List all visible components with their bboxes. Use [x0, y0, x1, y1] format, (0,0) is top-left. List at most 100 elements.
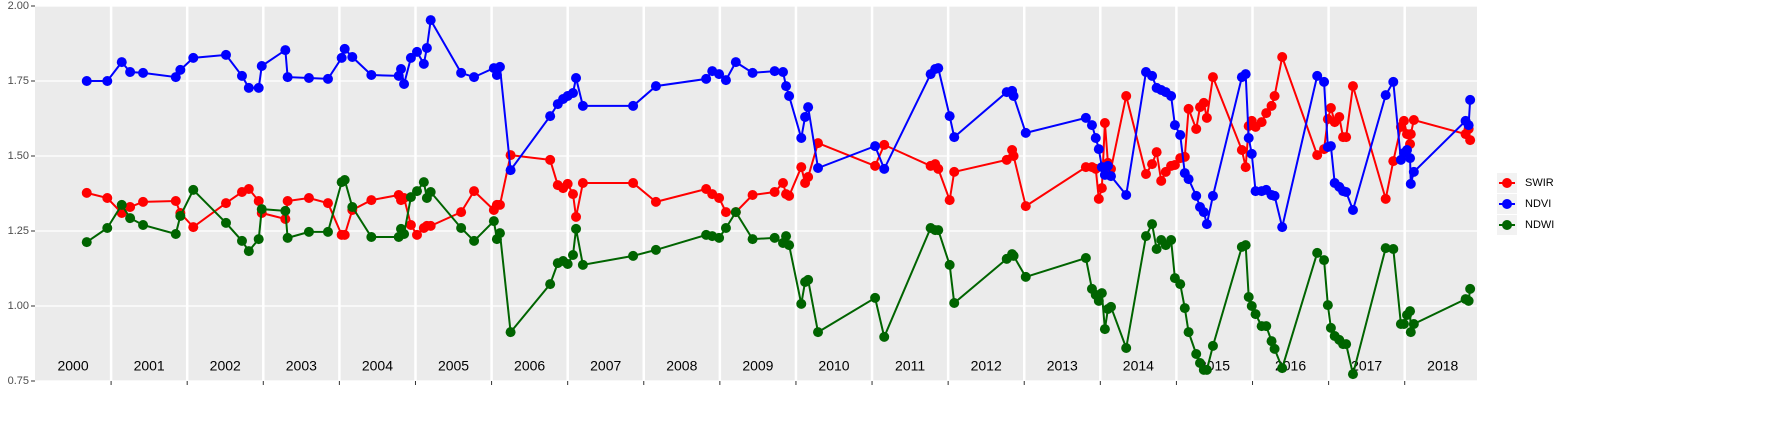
data-point	[256, 204, 267, 215]
data-point	[1405, 178, 1416, 189]
y-tick-label: 1.00	[8, 300, 29, 312]
legend-marker	[1502, 220, 1512, 230]
data-point	[571, 223, 582, 234]
data-point	[879, 331, 890, 342]
data-point	[1151, 147, 1162, 158]
data-point	[1269, 190, 1280, 201]
data-point	[1465, 283, 1476, 294]
data-point	[1121, 91, 1132, 101]
data-point	[491, 70, 502, 80]
data-point	[1398, 319, 1409, 329]
data-point	[1334, 112, 1345, 122]
data-point	[1408, 115, 1419, 125]
data-point	[494, 61, 505, 72]
data-point	[1325, 322, 1336, 333]
data-point	[1093, 193, 1104, 204]
year-label: 2005	[438, 358, 469, 374]
data-point	[456, 207, 467, 218]
data-point	[1096, 183, 1107, 194]
data-point	[322, 226, 333, 237]
data-point	[1246, 301, 1257, 311]
data-point	[650, 81, 661, 92]
data-point	[303, 193, 314, 203]
data-point	[1388, 76, 1399, 87]
year-label: 2002	[210, 358, 241, 374]
data-point	[1140, 231, 1151, 242]
year-label: 2007	[590, 358, 621, 374]
data-point	[1207, 190, 1218, 201]
data-point	[1179, 151, 1190, 162]
data-point	[1312, 70, 1323, 81]
data-point	[418, 58, 429, 69]
data-point	[1140, 169, 1151, 179]
data-point	[243, 246, 254, 257]
data-point	[488, 216, 499, 227]
data-point	[769, 187, 780, 197]
data-point	[1405, 327, 1416, 338]
data-point	[1008, 250, 1019, 261]
data-point	[747, 67, 758, 78]
data-point	[220, 198, 231, 209]
data-point	[336, 52, 347, 63]
data-point	[1183, 174, 1194, 185]
year-label: 2008	[666, 358, 697, 374]
data-point	[505, 165, 516, 176]
year-label: 2003	[286, 358, 317, 374]
year-label: 2011	[895, 358, 925, 374]
data-point	[1398, 115, 1409, 126]
data-point	[469, 186, 480, 197]
data-point	[1463, 120, 1474, 131]
data-point	[1105, 301, 1116, 312]
year-label: 2004	[362, 358, 393, 374]
data-point	[1175, 279, 1186, 290]
data-point	[1277, 363, 1288, 374]
data-point	[1102, 160, 1113, 171]
data-point	[322, 73, 333, 84]
data-point	[803, 102, 814, 113]
year-label: 2001	[134, 358, 165, 374]
data-point	[1347, 369, 1358, 380]
data-point	[469, 235, 480, 246]
data-point	[803, 274, 814, 285]
data-point	[1183, 103, 1194, 114]
data-point	[1169, 120, 1180, 131]
data-point	[170, 196, 181, 206]
data-point	[1105, 171, 1116, 182]
data-point	[282, 196, 293, 206]
data-point	[1405, 153, 1416, 164]
data-point	[405, 192, 416, 203]
data-point	[469, 72, 480, 83]
data-point	[571, 73, 582, 83]
data-point	[714, 193, 725, 203]
data-point	[282, 232, 293, 243]
data-point	[714, 232, 725, 243]
data-point	[1312, 247, 1323, 258]
data-point	[720, 207, 731, 218]
data-point	[769, 232, 780, 243]
data-point	[243, 184, 254, 194]
data-point	[1080, 253, 1091, 263]
data-point	[1465, 94, 1476, 105]
data-point	[1099, 118, 1110, 128]
legend-label: NDVI	[1525, 198, 1551, 210]
data-point	[1347, 81, 1358, 92]
data-point	[243, 82, 254, 93]
data-point	[253, 234, 264, 245]
year-label: 2009	[742, 358, 773, 374]
year-label: 2006	[514, 358, 545, 374]
data-point	[577, 100, 588, 111]
data-point	[236, 70, 247, 81]
data-point	[366, 232, 377, 242]
data-point	[796, 133, 807, 143]
data-point	[366, 70, 377, 80]
data-point	[81, 76, 92, 86]
data-point	[1201, 112, 1212, 123]
data-point	[1240, 240, 1251, 251]
data-point	[1246, 148, 1257, 159]
data-point	[1243, 133, 1254, 143]
data-point	[411, 229, 422, 240]
data-point	[650, 244, 661, 255]
data-point	[1191, 190, 1202, 201]
data-point	[1198, 207, 1209, 218]
